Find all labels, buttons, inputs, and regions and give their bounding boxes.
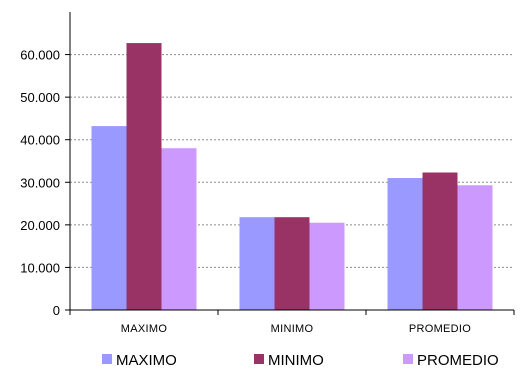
legend-swatch-minimo bbox=[254, 354, 264, 364]
x-tick-label: PROMEDIO bbox=[409, 323, 471, 335]
legend-label-promedio: PROMEDIO bbox=[417, 352, 499, 369]
bar-maximo-minimo bbox=[239, 217, 275, 310]
x-tick-label: MAXIMO bbox=[121, 323, 168, 335]
bar-promedio-maximo bbox=[161, 148, 197, 310]
bar-minimo-maximo bbox=[126, 43, 162, 310]
legend: MAXIMO MINIMO PROMEDIO bbox=[102, 352, 499, 369]
bar-promedio-minimo bbox=[309, 222, 345, 310]
legend-label-minimo: MINIMO bbox=[268, 352, 324, 369]
bars bbox=[91, 43, 493, 310]
axes: 0 10.000 20.000 30.000 40.000 50.000 60.000 MAX… bbox=[20, 12, 515, 335]
legend-swatch-maximo bbox=[102, 354, 112, 364]
legend-swatch-promedio bbox=[403, 354, 413, 364]
y-tick-label: 20.000 bbox=[20, 218, 60, 233]
bar-promedio-promedio bbox=[457, 185, 493, 310]
legend-label-maximo: MAXIMO bbox=[116, 352, 177, 369]
y-tick-label: 40.000 bbox=[20, 133, 60, 148]
y-tick-label: 10.000 bbox=[20, 260, 60, 275]
y-tick-label: 60.000 bbox=[20, 48, 60, 63]
y-tick-label: 30.000 bbox=[20, 175, 60, 190]
y-tick-label: 0 bbox=[53, 303, 60, 318]
bar-minimo-promedio bbox=[422, 172, 458, 310]
x-tick-label: MINIMO bbox=[271, 323, 314, 335]
bar-minimo-minimo bbox=[274, 217, 310, 310]
bar-maximo-promedio bbox=[387, 178, 423, 310]
y-tick-label: 50.000 bbox=[20, 90, 60, 105]
bar-maximo-maximo bbox=[91, 126, 127, 310]
